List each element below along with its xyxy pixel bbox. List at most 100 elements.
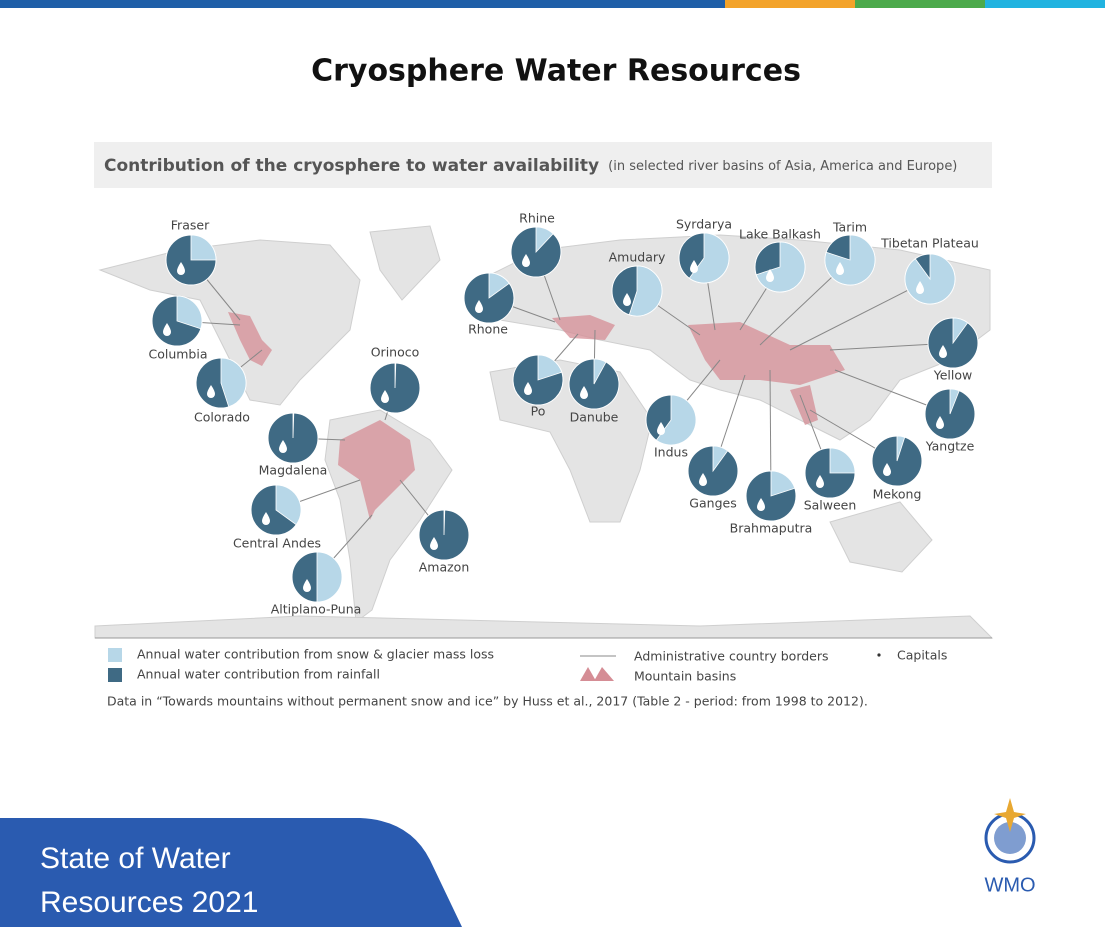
drop-icon (757, 498, 765, 511)
world-map (94, 225, 994, 639)
basin-label: Yellow (933, 368, 972, 383)
basin-area (338, 420, 415, 520)
figure-heading: Contribution of the cryosphere to water … (104, 156, 957, 177)
pie: Rhone (463, 272, 515, 337)
basin-label: Salween (804, 498, 857, 513)
basin-label: Indus (654, 445, 688, 460)
legend-dot (877, 653, 881, 657)
basin-label: Ganges (689, 496, 736, 511)
drop-icon (381, 390, 389, 403)
pie-snow (829, 447, 856, 474)
legend-swatch-snow (108, 648, 122, 662)
logo-globe (994, 822, 1026, 854)
drop-icon (524, 382, 532, 395)
pie: Magdalena (259, 412, 327, 478)
source-note: Data in “Towards mountains without perma… (107, 694, 868, 709)
pie: Columbia (148, 295, 208, 362)
top-bar (855, 0, 985, 8)
basin-label: Altiplano-Puna (271, 602, 362, 617)
basin-label: Fraser (171, 218, 210, 233)
heading-sub: (in selected river basins of Asia, Ameri… (608, 159, 957, 174)
drop-icon (936, 416, 944, 429)
top-bar (985, 0, 1105, 8)
pie: Brahmaputra (730, 470, 813, 536)
basin-label: Yangtze (925, 439, 975, 454)
pie-snow (896, 435, 906, 462)
basin-label: Tarim (832, 220, 867, 235)
basin-label: Tibetan Plateau (880, 236, 979, 251)
footer-line-2: Resources 2021 (40, 886, 258, 919)
legend-borders: Administrative country borders (634, 649, 829, 664)
pie-snow (904, 253, 956, 305)
drop-icon (580, 386, 588, 399)
top-bar (725, 0, 855, 8)
land (94, 615, 994, 639)
drop-icon (279, 440, 287, 453)
logo-text: WMO (984, 874, 1035, 896)
pie: Altiplano-Puna (271, 551, 362, 617)
pie-snow (443, 509, 446, 536)
basin-label: Lake Balkash (739, 227, 821, 242)
pies: Fraser Columbia Colorado Orinoco Magdalena Ce… (148, 211, 978, 617)
basin-label: Rhine (519, 211, 555, 226)
pie: Orinoco (369, 345, 421, 414)
pie-snow (770, 470, 796, 497)
basin-label: Columbia (148, 347, 207, 362)
land (369, 225, 441, 301)
legend-snow: Annual water contribution from snow & gl… (137, 647, 494, 662)
basin-area (688, 322, 845, 385)
pie: Colorado (194, 357, 250, 425)
pie-snow (952, 317, 969, 345)
pie-snow (593, 358, 607, 385)
pie: Po (512, 354, 564, 419)
land (829, 501, 933, 573)
pie: Fraser (165, 218, 217, 286)
pie: Yellow (927, 317, 979, 383)
pie: Danube (568, 358, 620, 425)
legend-swatch-rain (108, 668, 122, 682)
pie-snow (535, 226, 554, 254)
drop-icon (262, 512, 270, 525)
pie-snow (712, 445, 729, 473)
pie: Rhine (510, 211, 562, 278)
legend-capitals: Capitals (897, 648, 947, 663)
basin-label: Amudary (609, 250, 666, 265)
logo-star (994, 798, 1026, 832)
drop-icon (163, 323, 171, 336)
basin-label: Brahmaputra (730, 521, 813, 536)
basin-label: Orinoco (371, 345, 420, 360)
pie: Salween (804, 447, 857, 513)
basin-label: Syrdarya (676, 217, 732, 232)
basin-label: Colorado (194, 410, 250, 425)
basin-label: Amazon (419, 560, 470, 575)
drop-icon (916, 281, 924, 294)
land (98, 239, 361, 406)
legend-rain: Annual water contribution from rainfall (137, 667, 380, 682)
connector (789, 278, 931, 351)
drop-icon (816, 475, 824, 488)
top-bar (0, 0, 725, 8)
drop-icon (207, 385, 215, 398)
basin-label: Po (531, 404, 546, 419)
pie-snow (220, 357, 247, 408)
drop-icon (766, 269, 774, 282)
drop-icon (623, 293, 631, 306)
pie: Yangtze (924, 388, 976, 454)
basin-area (552, 315, 615, 340)
legend-triangles (580, 667, 614, 681)
pie-snow (655, 394, 697, 446)
pie: Central Andes (233, 484, 321, 551)
basin-area (228, 312, 272, 366)
drop-icon (303, 579, 311, 592)
drop-icon (177, 262, 185, 275)
pie-snow (190, 234, 217, 261)
pie: Tarim (824, 220, 876, 286)
pie: Indus (645, 394, 697, 460)
pie-snow (537, 354, 563, 381)
pie-snow (628, 265, 663, 317)
pie-snow (488, 272, 510, 299)
heading-bold: Contribution of the cryosphere to water … (104, 156, 599, 176)
pie: Lake Balkash (739, 227, 821, 293)
